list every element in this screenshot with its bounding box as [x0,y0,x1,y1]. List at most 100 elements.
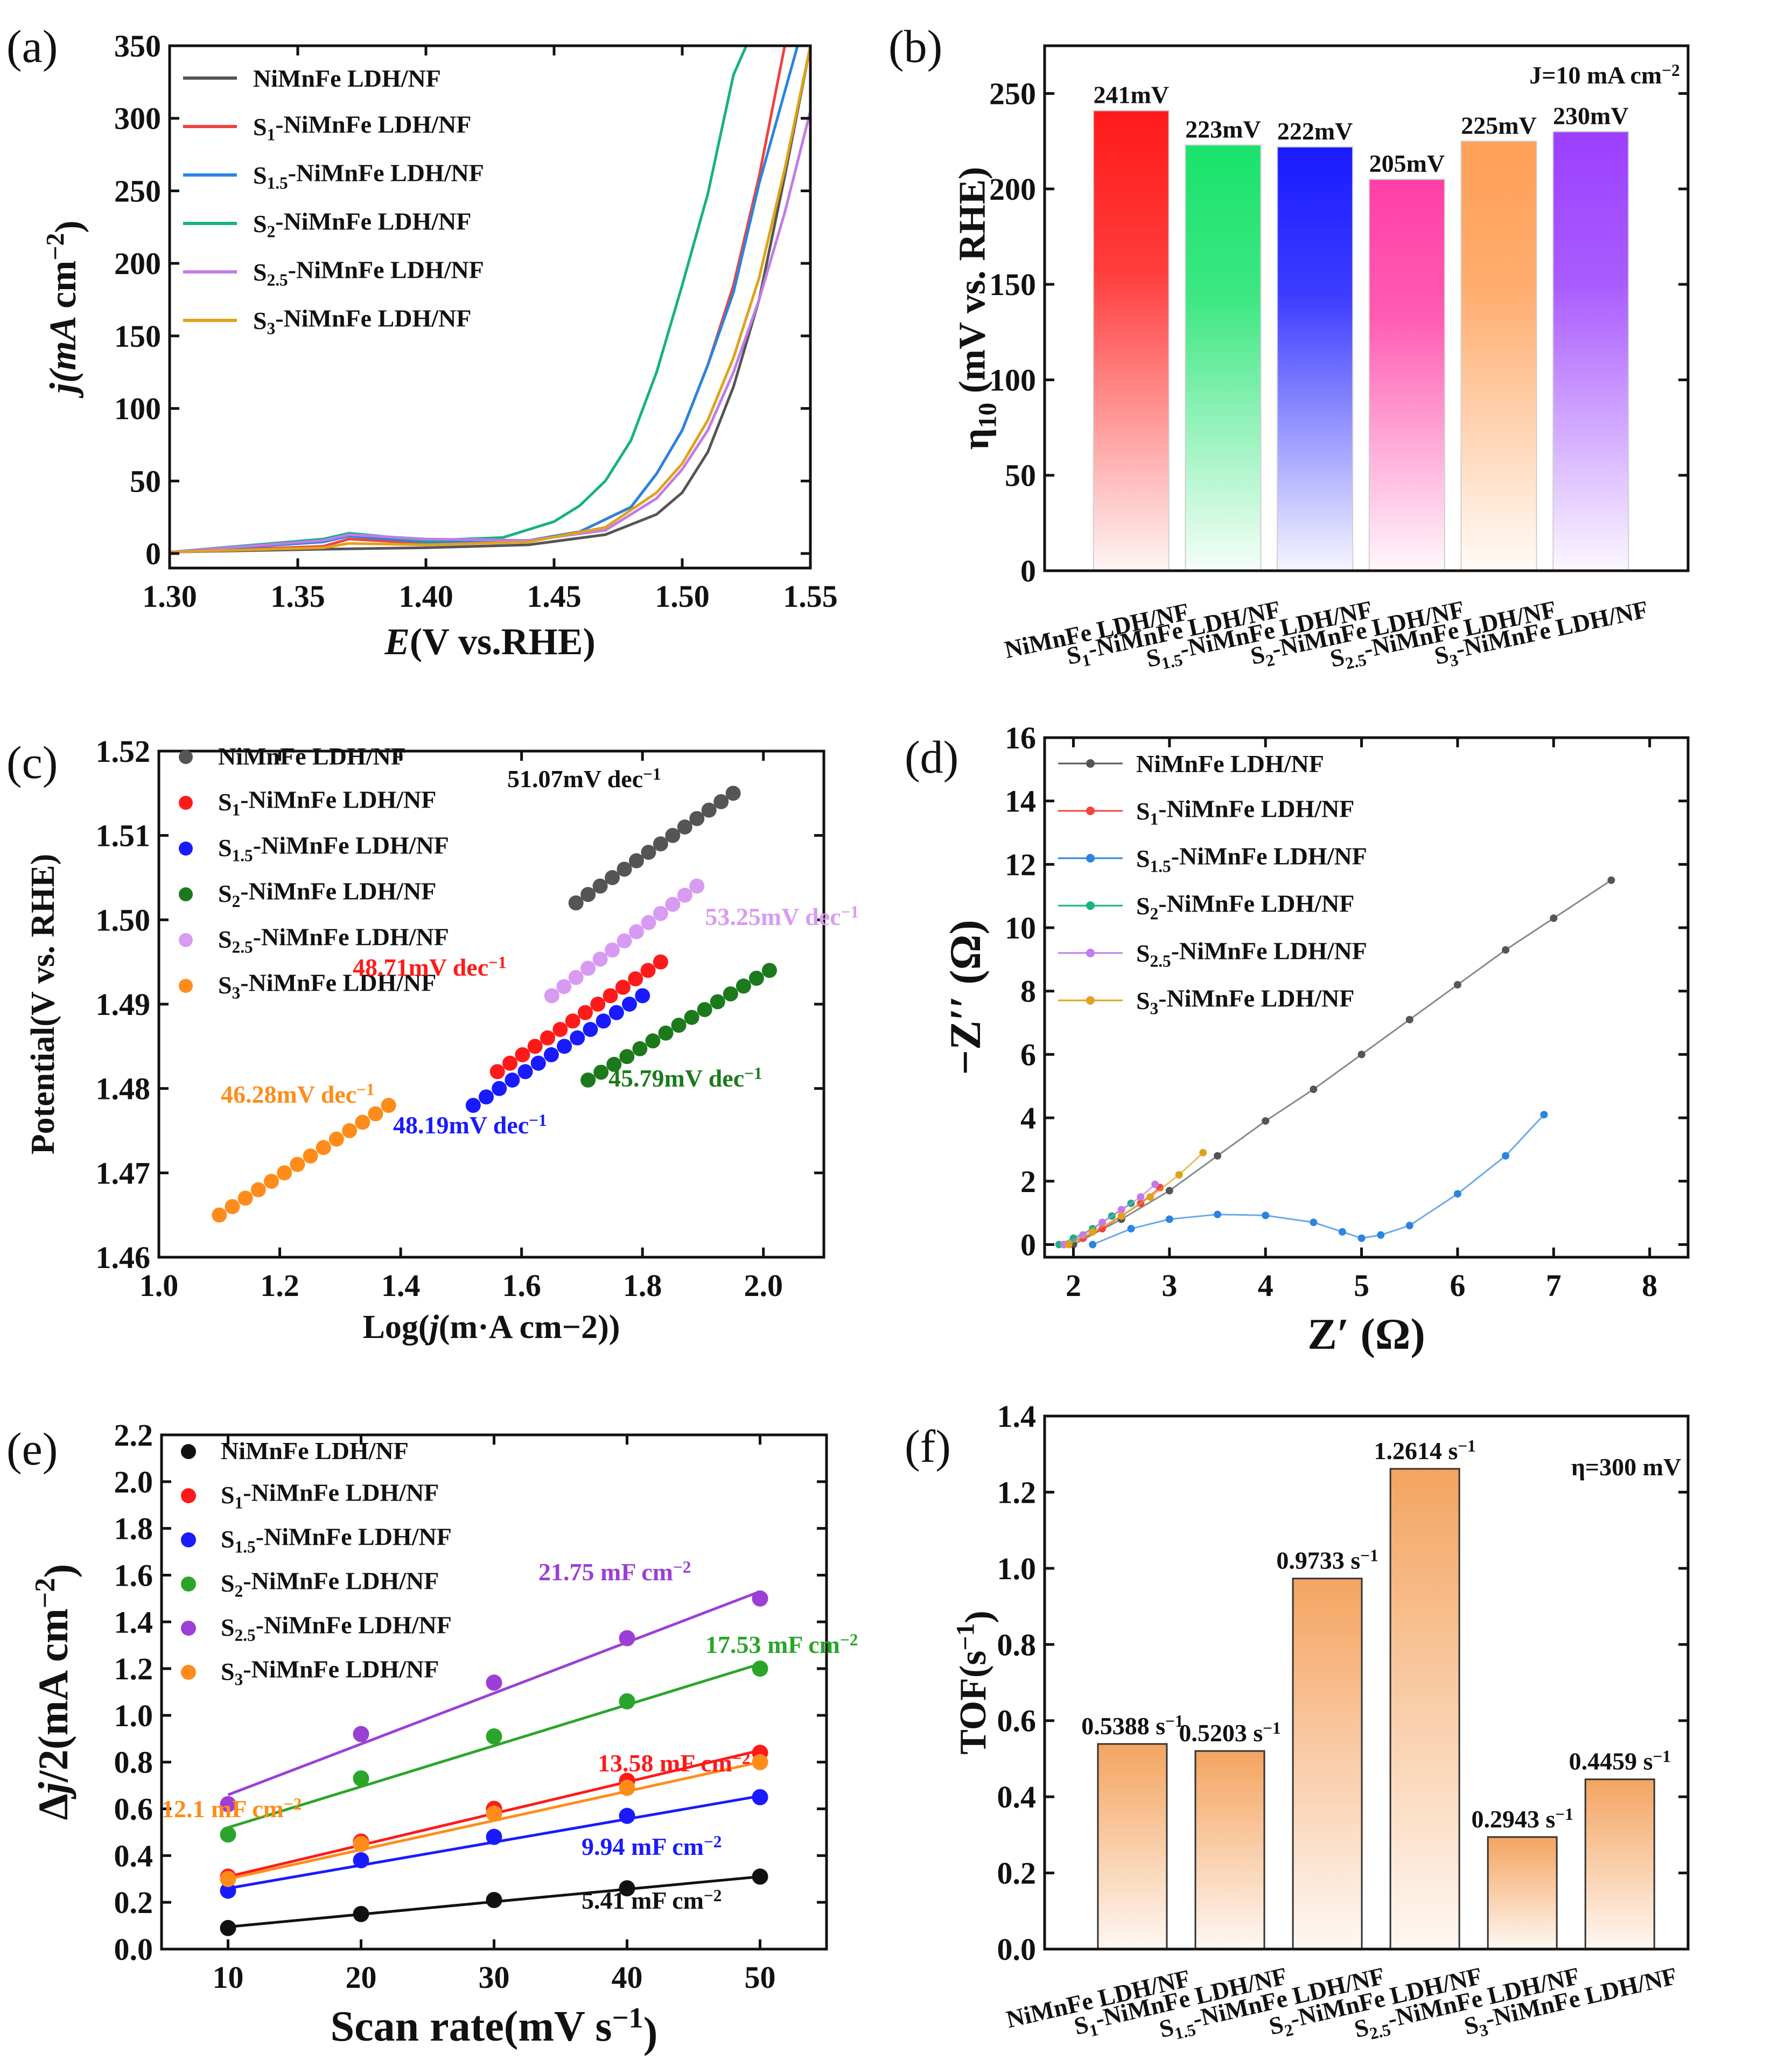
lsv-curve-0 [170,46,810,553]
cdl-label: 17.53 mF cm−2​ [705,1630,858,1658]
tafel-point [277,1165,292,1181]
panel-c-xtick-label: 1.6 [502,1268,541,1303]
cdl-label: 12.1 mF cm−2​ [162,1795,302,1823]
tof-bar-label: 0.4459 s−1​ [1569,1747,1671,1775]
panel-e-legend-text: S3-NiMnFe LDH/NF [221,1656,439,1689]
tafel-point [748,970,764,986]
panel-a-legend-text: S2-NiMnFe LDH/NF [253,208,471,241]
cdl-point [353,1770,369,1787]
panel-e-xlabel: Scan rate(mV s−1​) [331,2002,658,2057]
cdl-point [619,1693,635,1709]
panel-e-legend-text: S2-NiMnFe LDH/NF [221,1567,439,1601]
panel-a-ytick-label: 300 [114,101,161,136]
panel-c-label: (c) [6,737,58,788]
panel-d-legend-text: S2.5-NiMnFe LDH/NF [1136,937,1367,971]
eta-bar-label: 222mV [1277,117,1353,145]
tafel-point [645,1033,661,1049]
cdl-point [220,1796,236,1812]
cdl-label: 9.94 mF cm−2​ [582,1832,722,1860]
panel-c-ylabel: Potential(V vs. RHE) [25,854,61,1155]
panel-d-legend-marker [1086,996,1095,1005]
panel-d-ytick-label: 14 [1005,784,1036,819]
panel-d-legend-marker [1086,901,1095,910]
panel-a-ytick-label: 100 [114,391,161,426]
panel-d-xtick-label: 4 [1258,1268,1273,1303]
cdl-point [486,1674,502,1691]
cdl-point [619,1779,635,1796]
tafel-point [479,1089,494,1105]
tafel-point [580,887,596,902]
panel-d-xlabel: Z′ (Ω) [1307,1309,1425,1358]
panel-f-label: (f) [905,1420,951,1472]
tafel-point [689,878,705,894]
panel-c-legend-marker [179,796,193,810]
tafel-point [544,988,559,1004]
nyquist-line [1068,1152,1204,1245]
panel-c-ytick-label: 1.49 [96,987,151,1022]
nyquist-point [1127,1225,1135,1233]
tafel-point [465,1098,481,1113]
tafel-point [617,933,632,949]
tafel-point [328,1131,344,1147]
nyquist-point [1214,1152,1222,1160]
tof-bar [1389,1468,1460,1950]
cdl-point [752,1754,768,1770]
panel-a-legend-text: S1-NiMnFe LDH/NF [253,111,471,144]
panel-d-legend-marker [1086,807,1095,815]
panel-c-ytick-label: 1.50 [96,902,151,937]
cdl-point [353,1835,369,1852]
tafel-point [622,997,637,1012]
panel-d-xtick-label: 8 [1642,1268,1657,1303]
panel-b-label: (b) [888,20,942,72]
tof-bar [1292,1578,1363,1950]
panel-c-xtick-label: 2.0 [744,1268,783,1303]
panel-d-label: (d) [905,731,958,783]
tafel-point [368,1106,383,1122]
panel-a-ytick-label: 150 [114,319,161,354]
cdl-fit-line [227,1590,761,1796]
tafel-point [593,1064,609,1080]
tafel-point [653,954,668,970]
panel-c-ytick-label: 1.51 [96,818,151,853]
panel-d-xtick-label: 6 [1450,1268,1465,1303]
nyquist-point [1502,946,1510,954]
eta-bar-label: 230mV [1553,102,1629,130]
eta-bar [1460,141,1537,572]
tafel-slope-label: 48.71mV dec−1​ [353,953,507,981]
tafel-point [355,1115,370,1130]
cdl-fit-line [227,1663,761,1829]
tafel-point [677,887,692,903]
panel-a-frame [168,44,812,570]
panel-a-legend-text: NiMnFe LDH/NF [253,65,441,92]
cdl-point [752,1660,768,1677]
tafel-point [761,963,777,978]
nyquist-point [1165,1215,1173,1223]
nyquist-point [1540,1111,1548,1119]
panel-d-legend-text: S1.5-NiMnFe LDH/NF [1136,843,1367,876]
tafel-point [381,1098,396,1113]
panel-d-ytick-label: 10 [1005,910,1036,945]
panel-e-xtick-label: 20 [346,1960,377,1995]
tafel-point [543,1047,559,1062]
tafel-point [725,786,741,801]
tafel-point [264,1174,279,1189]
panel-e-ytick-label: 2.0 [114,1465,153,1500]
panel-e-legend-text: NiMnFe LDH/NF [221,1437,409,1465]
nyquist-point [1175,1171,1183,1179]
tafel-point [596,1013,611,1029]
panel-d-ytick-label: 6 [1020,1037,1036,1072]
tafel-point [658,1025,674,1041]
cdl-point [619,1807,635,1824]
panel-c-legend-marker [179,933,193,947]
panel-d-ytick-label: 8 [1020,974,1036,1009]
nyquist-line [1092,1114,1545,1245]
nyquist-point [1377,1231,1385,1239]
panel-b-ytick-label: 0 [1020,553,1036,588]
tafel-point [225,1199,240,1214]
tafel-point [492,1081,507,1096]
cdl-label: 21.75 mF cm−2​ [538,1558,691,1586]
panel-e-ytick-label: 0.4 [114,1838,153,1873]
panel-d-xtick-label: 3 [1161,1268,1177,1303]
tafel-point [580,1073,596,1088]
cdl-point [353,1726,369,1742]
